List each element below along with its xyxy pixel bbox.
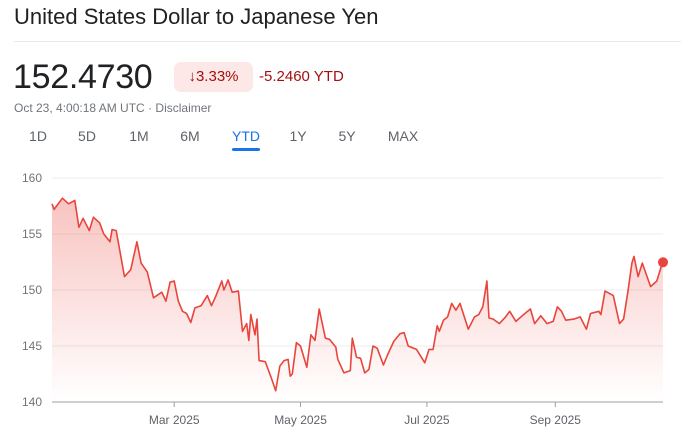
x-tick-label: Sep 2025 [530, 413, 582, 427]
tab-5y[interactable]: 5Y [338, 128, 356, 144]
timestamp: Oct 23, 4:00:18 AM UTC [14, 101, 145, 115]
x-tick-label: Jul 2025 [404, 413, 450, 427]
disclaimer-link[interactable]: Disclaimer [155, 101, 212, 115]
arrow-down-icon: ↓ [188, 68, 196, 85]
tab-6m[interactable]: 6M [180, 128, 200, 144]
y-tick-label: 150 [22, 283, 42, 297]
tab-ytd[interactable]: YTD [232, 128, 260, 151]
tab-max[interactable]: MAX [387, 128, 419, 144]
tab-5d[interactable]: 5D [78, 128, 96, 144]
price-line [51, 197, 664, 392]
timestamp-line: Oct 23, 4:00:18 AM UTC · Disclaimer [14, 101, 211, 115]
y-tick-label: 155 [22, 227, 42, 241]
divider [14, 41, 681, 42]
tab-1y[interactable]: 1Y [289, 128, 307, 144]
y-tick-label: 145 [22, 339, 42, 353]
change-ytd: -5.2460 YTD [259, 68, 344, 85]
page-title: United States Dollar to Japanese Yen [14, 4, 379, 29]
x-tick-label: Mar 2025 [149, 413, 200, 427]
current-price-marker [658, 257, 668, 268]
current-price: 152.4730 [13, 58, 153, 96]
x-tick-label: May 2025 [274, 413, 327, 427]
change-percent-badge: ↓3.33% [174, 62, 253, 92]
separator: · [148, 101, 153, 115]
area-fill [52, 198, 663, 402]
tab-1m[interactable]: 1M [129, 128, 149, 144]
y-tick-label: 160 [22, 171, 42, 185]
tab-1d[interactable]: 1D [29, 128, 47, 144]
y-tick-label: 140 [22, 395, 42, 409]
change-percent: 3.33% [195, 68, 239, 85]
